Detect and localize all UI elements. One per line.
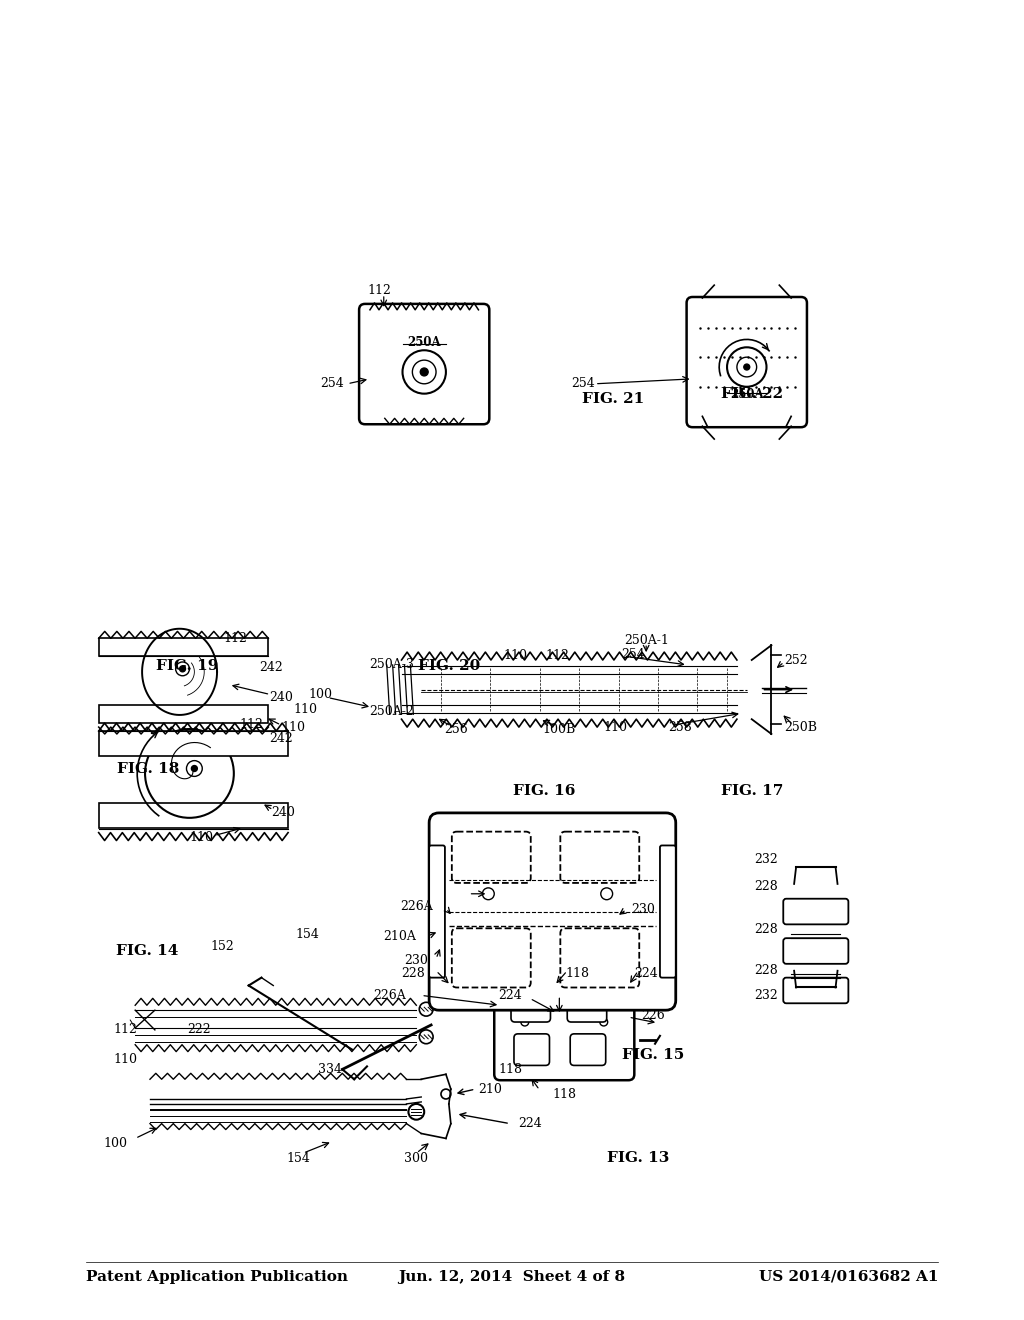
Circle shape <box>191 766 198 771</box>
Text: FIG. 15: FIG. 15 <box>622 1048 684 1061</box>
Text: 250A-3: 250A-3 <box>369 659 414 672</box>
Text: 250A: 250A <box>408 335 441 348</box>
Text: 210A: 210A <box>383 929 416 942</box>
Text: 240: 240 <box>269 690 293 704</box>
Text: 110: 110 <box>294 702 317 715</box>
Text: 112: 112 <box>546 648 569 661</box>
Text: FIG. 20: FIG. 20 <box>418 659 480 673</box>
Text: FIG. 16: FIG. 16 <box>513 784 575 799</box>
Text: 112: 112 <box>224 632 248 644</box>
FancyBboxPatch shape <box>783 978 848 1003</box>
Text: FIG. 22: FIG. 22 <box>721 387 782 401</box>
FancyBboxPatch shape <box>429 813 676 1010</box>
Text: 118: 118 <box>552 1088 577 1101</box>
FancyBboxPatch shape <box>495 965 634 1080</box>
FancyBboxPatch shape <box>514 1034 550 1065</box>
FancyBboxPatch shape <box>783 899 848 924</box>
Text: 232: 232 <box>755 853 778 866</box>
Text: 112: 112 <box>114 1023 137 1036</box>
FancyBboxPatch shape <box>98 705 268 723</box>
Text: 242: 242 <box>259 661 284 675</box>
Text: 334: 334 <box>318 1063 342 1076</box>
Text: 242: 242 <box>269 733 293 746</box>
Text: 300: 300 <box>404 1151 428 1164</box>
Text: 226A: 226A <box>374 989 407 1002</box>
Text: 250A: 250A <box>730 388 764 401</box>
Text: 228: 228 <box>755 880 778 894</box>
Circle shape <box>743 364 750 370</box>
Text: 222: 222 <box>187 1023 211 1036</box>
FancyBboxPatch shape <box>560 832 639 883</box>
Text: FIG. 14: FIG. 14 <box>116 944 178 958</box>
FancyBboxPatch shape <box>452 928 530 987</box>
FancyBboxPatch shape <box>511 978 551 1022</box>
Text: 110: 110 <box>503 648 527 661</box>
FancyBboxPatch shape <box>98 803 288 828</box>
Text: Jun. 12, 2014  Sheet 4 of 8: Jun. 12, 2014 Sheet 4 of 8 <box>398 1270 626 1283</box>
Text: 228: 228 <box>755 964 778 977</box>
Text: 226: 226 <box>641 1008 665 1022</box>
FancyBboxPatch shape <box>783 939 848 964</box>
Text: 250B: 250B <box>784 721 817 734</box>
Text: 152: 152 <box>210 940 233 953</box>
Text: FIG. 13: FIG. 13 <box>607 1151 670 1166</box>
Text: 256: 256 <box>443 722 468 735</box>
FancyBboxPatch shape <box>452 832 530 883</box>
Text: 100: 100 <box>308 688 333 701</box>
FancyBboxPatch shape <box>429 845 444 978</box>
Text: 230: 230 <box>404 954 428 968</box>
Text: 226A: 226A <box>400 900 433 913</box>
Text: 224: 224 <box>498 989 522 1002</box>
Text: FIG. 19: FIG. 19 <box>157 659 219 673</box>
Text: 100B: 100B <box>543 722 575 735</box>
FancyBboxPatch shape <box>98 731 288 755</box>
Text: 252: 252 <box>784 653 808 667</box>
Text: 240: 240 <box>271 807 295 820</box>
Text: 232: 232 <box>755 989 778 1002</box>
FancyBboxPatch shape <box>659 845 676 978</box>
Text: 250A-1: 250A-1 <box>624 634 669 647</box>
Circle shape <box>179 665 185 672</box>
Text: 258: 258 <box>668 721 691 734</box>
Text: 254: 254 <box>571 378 595 391</box>
Circle shape <box>420 368 428 376</box>
Text: 112: 112 <box>240 718 263 730</box>
Text: US 2014/0163682 A1: US 2014/0163682 A1 <box>759 1270 938 1283</box>
Text: 228: 228 <box>755 923 778 936</box>
Text: 110: 110 <box>603 721 628 734</box>
Text: 100: 100 <box>103 1137 127 1150</box>
Text: 254: 254 <box>321 378 344 391</box>
Text: 228: 228 <box>401 968 425 981</box>
Text: FIG. 17: FIG. 17 <box>721 784 783 799</box>
Text: 112: 112 <box>368 284 392 297</box>
Text: 250A-2: 250A-2 <box>369 705 414 718</box>
FancyBboxPatch shape <box>687 297 807 428</box>
Text: 154: 154 <box>296 928 319 941</box>
Text: FIG. 18: FIG. 18 <box>117 762 179 776</box>
Text: 224: 224 <box>518 1117 542 1130</box>
FancyBboxPatch shape <box>567 978 606 1022</box>
FancyBboxPatch shape <box>359 304 489 424</box>
Text: Patent Application Publication: Patent Application Publication <box>86 1270 348 1283</box>
FancyBboxPatch shape <box>560 928 639 987</box>
Text: 254: 254 <box>622 648 645 660</box>
Text: 230: 230 <box>631 903 655 916</box>
FancyBboxPatch shape <box>98 639 268 656</box>
Text: 118: 118 <box>565 968 589 981</box>
Text: 110: 110 <box>114 1053 137 1067</box>
Text: 118: 118 <box>498 1063 522 1076</box>
Text: 110: 110 <box>281 721 305 734</box>
Text: FIG. 21: FIG. 21 <box>583 392 645 405</box>
Text: 110: 110 <box>189 832 213 843</box>
Text: 210: 210 <box>478 1082 502 1096</box>
Text: 154: 154 <box>286 1151 310 1164</box>
FancyBboxPatch shape <box>570 1034 606 1065</box>
Text: 224: 224 <box>634 968 658 981</box>
